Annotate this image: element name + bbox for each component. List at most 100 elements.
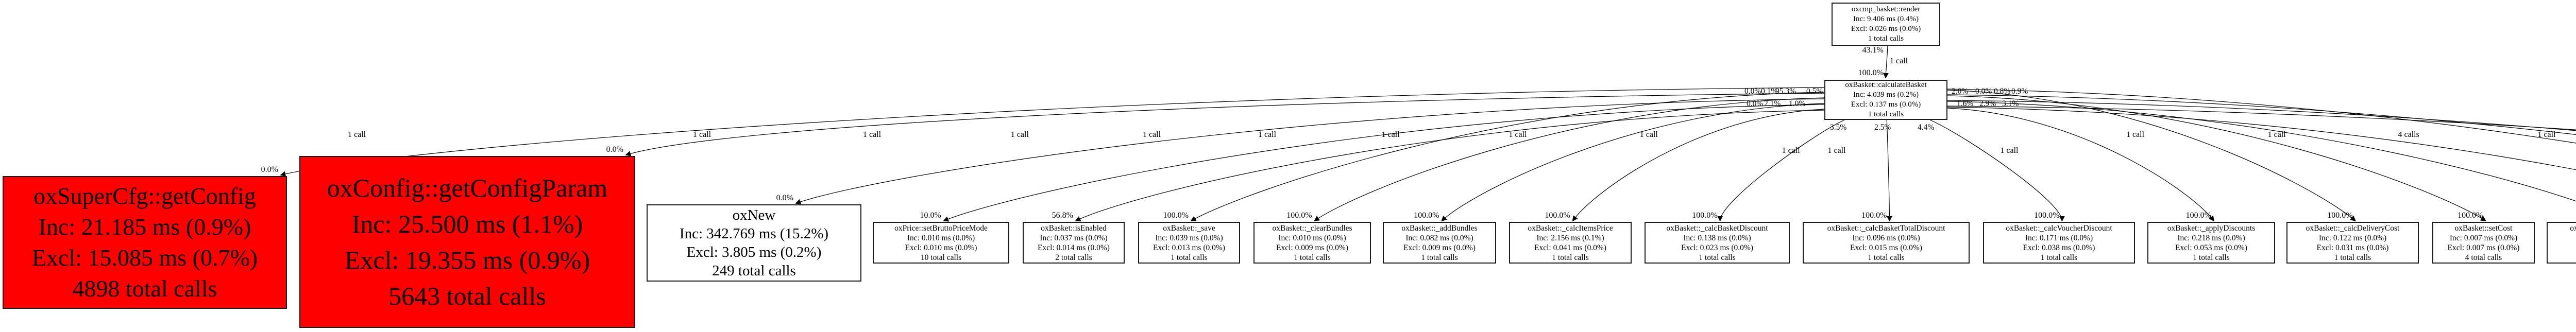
edge-source-percent-label: 4.4% xyxy=(1918,123,1935,132)
edge-target-percent-label: 100.0% xyxy=(2185,211,2211,220)
edge-call-count-label: 1 call xyxy=(693,130,711,139)
node-inclusive-time: Inc: 0.007 ms (0.0%) xyxy=(2449,233,2518,242)
edge-source-percent-label: 2.5% xyxy=(1874,123,1891,132)
call-edge-calcTsProtectionCost xyxy=(1947,89,2576,144)
call-edge-oxNew xyxy=(795,98,1825,205)
node-title: oxPrice::setBruttoPriceMode xyxy=(894,223,988,233)
node-exclusive-time: Excl: 0.015 ms (0.0%) xyxy=(1850,243,1922,252)
call-edge-calcItemsPrice xyxy=(1572,109,1825,222)
edge-source-percent-label: 43.1% xyxy=(1862,46,1884,55)
graph-node-clearBundles: oxBasket::_clearBundles Inc: 0.010 ms (0.… xyxy=(1253,222,1371,264)
node-exclusive-time: Excl: 0.009 ms (0.0%) xyxy=(1276,243,1348,252)
node-exclusive-time: Excl: 0.009 ms (0.0%) xyxy=(1403,243,1476,252)
node-inclusive-time: Inc: 0.218 ms (0.0%) xyxy=(2177,233,2245,242)
call-edge-calcDeliveryCost xyxy=(1947,90,2356,222)
call-edge-calcTotalPrice xyxy=(1947,94,2576,135)
node-title: oxBasket::_save xyxy=(1163,223,1215,233)
edge-source-percent-label: 2.9% xyxy=(1979,99,1996,108)
call-edge-setDeprecatedValues xyxy=(1947,100,2576,131)
edge-source-percent-label: 95.3% xyxy=(1775,87,1797,96)
node-title: oxBasket::_calcBasketWrapping xyxy=(2570,223,2576,233)
node-total-calls: 1 total calls xyxy=(1421,253,1458,262)
edge-call-count-label: 1 call xyxy=(1639,130,1658,139)
call-edge-getConfigParam xyxy=(625,93,1825,156)
node-exclusive-time: Excl: 0.053 ms (0.0%) xyxy=(2175,243,2247,252)
node-exclusive-time: Excl: 0.137 ms (0.0%) xyxy=(1851,100,1921,109)
node-inclusive-time: Inc: 2.156 ms (0.1%) xyxy=(1536,233,1604,242)
graph-node-hub: oxBasket::calculateBasket Inc: 4.039 ms … xyxy=(1824,80,1947,120)
node-title: oxcmp_basket::render xyxy=(1851,5,1921,13)
node-exclusive-time: Excl: 0.013 ms (0.0%) xyxy=(1153,243,1225,252)
edge-call-count-label: 1 call xyxy=(2000,146,2019,155)
edge-target-percent-label: 0.0% xyxy=(776,194,793,202)
graph-node-calcBasketDiscount: oxBasket::_calcBasketDiscount Inc: 0.138 … xyxy=(1645,222,1790,264)
node-title: oxBasket::_applyDiscounts xyxy=(2167,223,2256,233)
node-total-calls: 249 total calls xyxy=(712,263,796,279)
edge-source-percent-label: 0.0% xyxy=(1744,87,1761,96)
edge-source-percent-label: 2.0% xyxy=(1952,87,1969,96)
edge-source-percent-label: 1.0% xyxy=(1789,99,1806,108)
edge-source-percent-label: 0.5% xyxy=(1806,87,1823,96)
edge-call-count-label: 1 call xyxy=(1258,130,1277,139)
node-exclusive-time: Excl: 0.010 ms (0.0%) xyxy=(905,243,977,252)
node-title: oxBasket::_calcVoucherDiscount xyxy=(2006,223,2112,233)
edge-call-count-label: 1 call xyxy=(1010,130,1029,139)
edge-source-percent-label: 0.9% xyxy=(2011,87,2028,96)
edge-target-percent-label: 100.0% xyxy=(1286,211,1312,220)
edge-call-count-label: 1 call xyxy=(1782,146,1800,155)
graph-node-root: oxcmp_basket::render Inc: 9.406 ms (0.4%… xyxy=(1832,3,1940,46)
graph-node-getConfig: oxSuperCfg::getConfig Inc: 21.185 ms (0.9… xyxy=(3,176,287,309)
edge-call-count-label: 1 call xyxy=(348,130,366,139)
node-exclusive-time: Excl: 0.038 ms (0.0%) xyxy=(2023,243,2095,252)
edge-source-percent-label: 1.6% xyxy=(1957,99,1974,108)
graph-node-setBruttoPriceMode: oxPrice::setBruttoPriceMode Inc: 0.010 ms… xyxy=(873,222,1009,264)
node-inclusive-time: Inc: 0.082 ms (0.0%) xyxy=(1405,233,1473,242)
edge-source-percent-label: 2.1% xyxy=(1764,99,1781,108)
node-exclusive-time: Excl: 0.026 ms (0.0%) xyxy=(1851,25,1921,33)
graph-node-calcBasketTotalDiscount: oxBasket::_calcBasketTotalDiscount Inc: 0… xyxy=(1803,222,1970,264)
node-exclusive-time: Excl: 0.031 ms (0.0%) xyxy=(2316,243,2389,252)
node-title: oxBasket::_addBundles xyxy=(1401,223,1478,233)
node-inclusive-time: Inc: 0.122 ms (0.0%) xyxy=(2318,233,2387,242)
call-edge-calcBasketTotalDiscount xyxy=(1886,119,1892,222)
edge-target-percent-label: 10.0% xyxy=(920,211,941,220)
edge-target-percent-label: 100.0% xyxy=(1545,211,1570,220)
call-edge-calcBasketDiscount xyxy=(1717,119,1845,222)
edge-call-count-label: 1 call xyxy=(1381,130,1400,139)
edge-source-percent-label: 3.5% xyxy=(1830,123,1847,132)
edge-call-count-label: 1 call xyxy=(863,130,882,139)
node-inclusive-time: Inc: 0.037 ms (0.0%) xyxy=(1040,233,1108,242)
node-total-calls: 2 total calls xyxy=(1055,253,1092,262)
node-total-calls: 1 total calls xyxy=(1552,253,1589,262)
graph-node-calcItemsPrice: oxBasket::_calcItemsPrice Inc: 2.156 ms (… xyxy=(1509,222,1632,264)
call-edge-root xyxy=(1883,45,1889,79)
edge-source-percent-label: 0.1% xyxy=(1761,87,1778,96)
node-inclusive-time: Inc: 4.039 ms (0.2%) xyxy=(1853,91,1919,99)
node-exclusive-time: Excl: 19.355 ms (0.9%) xyxy=(344,246,590,274)
node-inclusive-time: Inc: 9.406 ms (0.4%) xyxy=(1853,15,1919,23)
node-exclusive-time: Excl: 0.023 ms (0.0%) xyxy=(1681,243,1753,252)
node-total-calls: 4 total calls xyxy=(2465,253,2502,262)
edge-source-percent-label: 3.1% xyxy=(2002,99,2019,108)
node-inclusive-time: Inc: 0.010 ms (0.0%) xyxy=(1278,233,1346,242)
node-inclusive-time: Inc: 0.096 ms (0.0%) xyxy=(1852,233,1920,242)
call-edge-clearBundles xyxy=(1314,97,1825,221)
node-title: oxBasket::calculateBasket xyxy=(1845,81,1927,89)
node-total-calls: 10 total calls xyxy=(920,253,962,262)
node-title: oxBasket::setCost xyxy=(2454,223,2513,233)
graph-node-calcBasketWrapping: oxBasket::_calcBasketWrappingInc: 0.115 … xyxy=(2547,222,2576,264)
node-exclusive-time: Excl: 3.805 ms (0.2%) xyxy=(686,244,822,260)
edge-target-percent-label: 100.0% xyxy=(1163,211,1189,220)
node-inclusive-time: Inc: 0.115 ms (0.0%) xyxy=(2548,233,2576,243)
node-total-calls: 4898 total calls xyxy=(72,275,217,302)
node-inclusive-time: Inc: 0.138 ms (0.0%) xyxy=(1683,233,1751,242)
node-inclusive-time: Inc: 0.010 ms (0.0%) xyxy=(907,233,975,242)
edge-call-count-label: 4 calls xyxy=(2398,130,2419,139)
node-title: oxNew xyxy=(732,207,776,223)
node-inclusive-time: Inc: 0.039 ms (0.0%) xyxy=(1155,233,1223,242)
edge-target-percent-label: 100.0% xyxy=(2327,211,2353,220)
node-title: oxBasket::_calcBasketDiscount xyxy=(1666,223,1768,233)
graph-node-calcVoucherDiscount: oxBasket::_calcVoucherDiscount Inc: 0.171… xyxy=(1983,222,2135,264)
node-exclusive-time: Excl: 0.014 ms (0.0%) xyxy=(1038,243,1110,252)
